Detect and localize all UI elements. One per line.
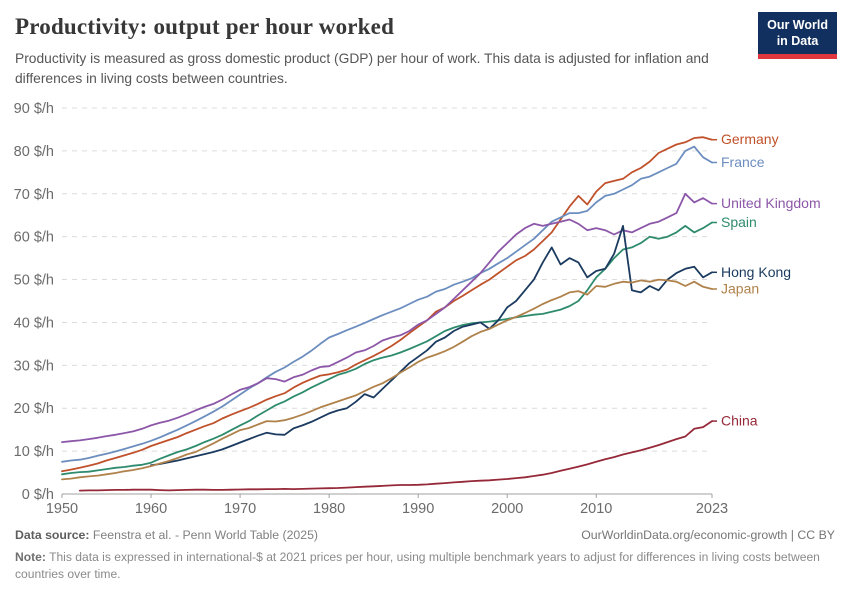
x-tick-label-2023: 2023 — [696, 501, 728, 517]
chart-area[interactable]: 0 $/h 10 $/h 20 $/h 30 $/h 40 $/h 50 $/h 60 $/… — [0, 100, 850, 520]
y-tick-label-50: 50 $/h — [14, 273, 54, 289]
series-label-china[interactable]: China — [721, 413, 758, 429]
series-line-germany[interactable] — [61, 136, 713, 473]
x-tick-label-1990: 1990 — [402, 501, 434, 517]
page-subtitle: Productivity is measured as gross domest… — [15, 51, 709, 86]
series-line-france[interactable] — [61, 145, 713, 463]
data-source-text: Feenstra et al. - Penn World Table (2025… — [92, 528, 319, 542]
series-label-spain[interactable]: Spain — [721, 214, 757, 230]
x-tick-label-1970: 1970 — [224, 501, 256, 517]
x-tick-label-1980: 1980 — [313, 501, 345, 517]
x-tick-label-2000: 2000 — [491, 501, 523, 517]
x-tick-label-1960: 1960 — [135, 501, 167, 517]
series-line-japan[interactable] — [61, 278, 713, 481]
series-line-hong-kong[interactable] — [150, 225, 713, 467]
series-line-china[interactable] — [78, 420, 713, 492]
owid-logo-line1: Our World — [767, 18, 828, 32]
page-title: Productivity: output per hour worked — [15, 14, 395, 39]
data-source-label: Data source: — [15, 528, 90, 542]
owid-link[interactable]: OurWorldinData.org/economic-growth | CC … — [581, 528, 835, 542]
y-tick-label-60: 60 $/h — [14, 230, 54, 246]
y-tick-label-90: 90 $/h — [14, 101, 54, 117]
owid-logo[interactable]: Our World in Data — [758, 12, 837, 60]
data-source: Data source: Feenstra et al. - Penn Worl… — [15, 528, 318, 542]
series-line-united-kingdom[interactable] — [61, 192, 713, 444]
y-tick-label-30: 30 $/h — [14, 358, 54, 374]
y-tick-label-80: 80 $/h — [14, 144, 54, 160]
y-tick-label-0: 0 $/h — [22, 487, 54, 503]
owid-logo-line2: in Data — [776, 33, 819, 48]
y-tick-label-20: 20 $/h — [14, 401, 54, 417]
series-label-japan[interactable]: Japan — [721, 280, 759, 296]
y-tick-label-40: 40 $/h — [14, 315, 54, 331]
chart-footer: Data source: Feenstra et al. - Penn Worl… — [15, 528, 835, 583]
note-label: Note: — [15, 550, 46, 564]
note-text: This data is expressed in international-… — [15, 550, 820, 582]
chart-note: Note: This data is expressed in internat… — [15, 549, 835, 583]
series-label-france[interactable]: France — [721, 154, 765, 170]
x-tick-label-1950: 1950 — [46, 501, 78, 517]
series-label-united-kingdom[interactable]: United Kingdom — [721, 195, 821, 211]
y-tick-label-70: 70 $/h — [14, 187, 54, 203]
series-label-hong-kong[interactable]: Hong Kong — [721, 264, 791, 280]
series-line-spain[interactable] — [61, 221, 713, 476]
x-tick-label-2010: 2010 — [580, 501, 612, 517]
productivity-line-chart[interactable]: 0 $/h 10 $/h 20 $/h 30 $/h 40 $/h 50 $/h 60 $/… — [0, 100, 850, 520]
series-label-germany[interactable]: Germany — [721, 131, 779, 147]
y-tick-label-10: 10 $/h — [14, 444, 54, 460]
chart-header: Productivity: output per hour worked Pro… — [0, 0, 850, 89]
